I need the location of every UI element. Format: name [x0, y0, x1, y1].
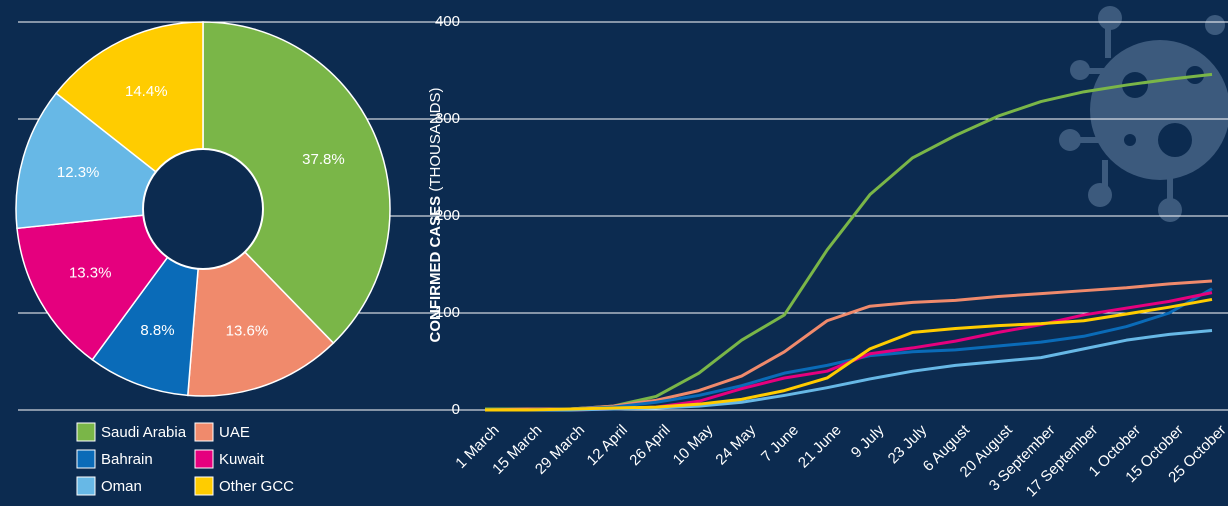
- legend-label: Oman: [101, 478, 142, 495]
- pie-label: 14.4%: [125, 83, 168, 100]
- y-tick-label: 400: [435, 13, 460, 30]
- legend-label: Other GCC: [219, 478, 294, 495]
- legend-label: UAE: [219, 424, 250, 441]
- donut-hole: [142, 148, 264, 270]
- legend-label: Saudi Arabia: [101, 424, 187, 441]
- y-axis-title: CONFIRMED CASES (THOUSANDS): [427, 87, 444, 342]
- y-tick-label: 100: [435, 304, 460, 321]
- legend-label: Bahrain: [101, 451, 153, 468]
- legend-swatch: [194, 449, 214, 469]
- legend-swatch: [76, 449, 96, 469]
- y-axis-title-bold: CONFIRMED CASES: [427, 196, 444, 343]
- pie-slice: [202, 21, 391, 345]
- pie-label: 13.6%: [226, 322, 269, 339]
- y-tick-label: 200: [435, 207, 460, 224]
- pie-label: 8.8%: [140, 322, 174, 339]
- y-axis-title-unit: (THOUSANDS): [427, 87, 444, 191]
- pie-label: 37.8%: [302, 151, 345, 168]
- series-line: [485, 297, 1213, 412]
- legend-swatch: [76, 476, 96, 496]
- pie-label: 12.3%: [57, 164, 100, 181]
- legend-swatch: [194, 422, 214, 442]
- legend-label: Kuwait: [219, 451, 265, 468]
- legend-swatch: [194, 476, 214, 496]
- pie-label: 13.3%: [69, 265, 112, 282]
- y-tick-label: 300: [435, 110, 460, 127]
- legend-swatch: [76, 422, 96, 442]
- y-tick-label: 0: [452, 401, 460, 418]
